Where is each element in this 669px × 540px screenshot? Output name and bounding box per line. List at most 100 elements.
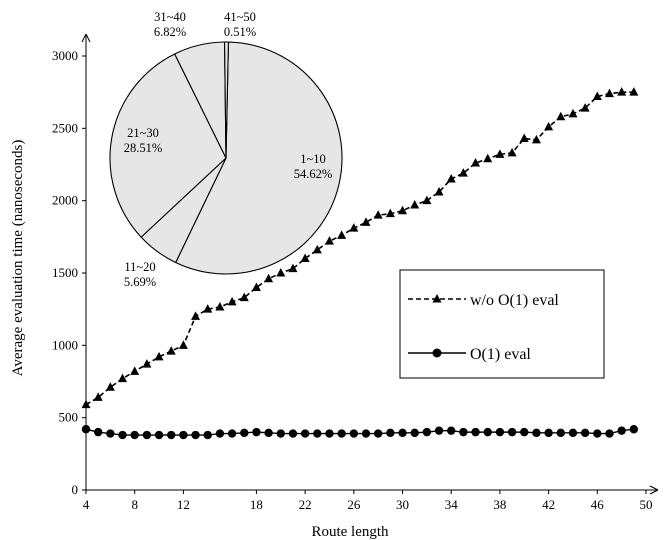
data-point — [179, 430, 188, 440]
data-point — [118, 430, 127, 440]
data-point — [325, 429, 334, 438]
series-wo-o1-eval — [81, 87, 639, 409]
data-point — [458, 168, 468, 177]
x-tick-label: 30 — [396, 497, 409, 512]
data-point — [324, 236, 334, 245]
data-point — [106, 429, 115, 438]
x-tick-label: 46 — [591, 497, 605, 512]
data-point — [604, 88, 614, 98]
pie-slice — [174, 41, 343, 275]
pie-slice-label: 1~10 — [300, 152, 326, 166]
data-point — [166, 346, 176, 355]
axes — [81, 33, 659, 495]
y-tick-label: 2500 — [52, 120, 78, 135]
x-axis-label: Route length — [311, 524, 389, 540]
data-point — [215, 429, 225, 438]
data-point — [191, 311, 201, 320]
data-point — [544, 121, 554, 131]
data-point — [142, 359, 152, 368]
y-tick-label: 2000 — [52, 193, 78, 208]
data-point — [154, 351, 164, 361]
data-point — [556, 428, 565, 438]
pie-slice-percent: 0.51% — [224, 25, 256, 39]
data-point — [605, 429, 614, 438]
data-point — [446, 173, 456, 183]
x-tick-label: 8 — [131, 497, 138, 512]
data-point — [264, 273, 274, 283]
data-point — [483, 427, 492, 437]
series-o1-eval — [81, 425, 639, 440]
data-point — [130, 366, 140, 375]
y-tick-label: 1000 — [52, 337, 78, 352]
data-point — [288, 429, 298, 438]
pie-slice-percent: 5.69% — [124, 275, 156, 289]
data-point — [495, 427, 505, 437]
data-point — [580, 103, 590, 112]
data-point — [410, 428, 419, 438]
y-axis-label: Average evaluation time (nanoseconds) — [10, 140, 26, 377]
series-layer — [81, 87, 639, 440]
data-point — [178, 340, 188, 349]
data-point — [592, 91, 602, 101]
data-point — [617, 87, 627, 96]
data-point — [422, 195, 432, 205]
data-point — [556, 111, 566, 121]
data-point — [167, 430, 176, 440]
data-point — [264, 428, 273, 438]
data-point — [434, 186, 444, 196]
legend-label: w/o O(1) eval — [470, 292, 559, 309]
data-point — [215, 301, 225, 311]
data-point — [531, 134, 541, 144]
data-point — [276, 429, 285, 438]
data-point — [617, 426, 626, 435]
data-point — [191, 430, 200, 440]
data-point — [520, 427, 529, 437]
data-point — [410, 200, 420, 209]
pie-slice-label: 41~50 — [224, 10, 256, 24]
data-point — [276, 268, 286, 277]
data-point — [251, 282, 261, 291]
x-axis-arrow — [649, 485, 659, 495]
series-line — [85, 91, 634, 406]
data-point — [142, 430, 152, 440]
x-axis-ticks: 4 8 12 18 22 26 30 34 38 42 46 50 — [83, 490, 653, 512]
pie-slice-percent: 28.51% — [124, 141, 163, 155]
pie-slice-label: 31~40 — [154, 10, 186, 24]
data-point — [447, 426, 456, 435]
data-point — [240, 428, 249, 438]
data-point — [398, 205, 408, 215]
data-point — [507, 427, 517, 437]
pie-slice — [224, 41, 229, 159]
data-point — [385, 208, 395, 218]
y-tick-label: 500 — [59, 410, 79, 425]
data-point — [81, 399, 91, 409]
data-point — [434, 426, 444, 435]
data-point — [568, 108, 578, 118]
data-point — [361, 429, 371, 438]
data-point — [300, 429, 310, 438]
data-point — [629, 87, 639, 96]
data-point — [483, 153, 493, 163]
series-line — [85, 428, 634, 436]
data-point — [227, 429, 237, 438]
data-point — [227, 296, 237, 306]
data-point — [471, 158, 481, 167]
data-point — [386, 428, 395, 438]
data-point — [593, 429, 602, 438]
legend-marker — [432, 348, 442, 358]
data-point — [300, 253, 310, 263]
data-point — [312, 244, 322, 254]
data-point — [118, 373, 128, 383]
x-tick-label: 26 — [347, 497, 361, 512]
data-point — [519, 133, 529, 142]
data-point — [398, 428, 407, 438]
y-tick-label: 1500 — [52, 265, 78, 280]
data-point — [373, 429, 383, 438]
data-point — [154, 430, 164, 440]
y-axis-ticks: 0 500 1000 1500 2000 2500 3000 — [52, 48, 86, 497]
data-point — [471, 427, 480, 437]
data-point — [459, 427, 468, 437]
data-point — [349, 223, 359, 232]
